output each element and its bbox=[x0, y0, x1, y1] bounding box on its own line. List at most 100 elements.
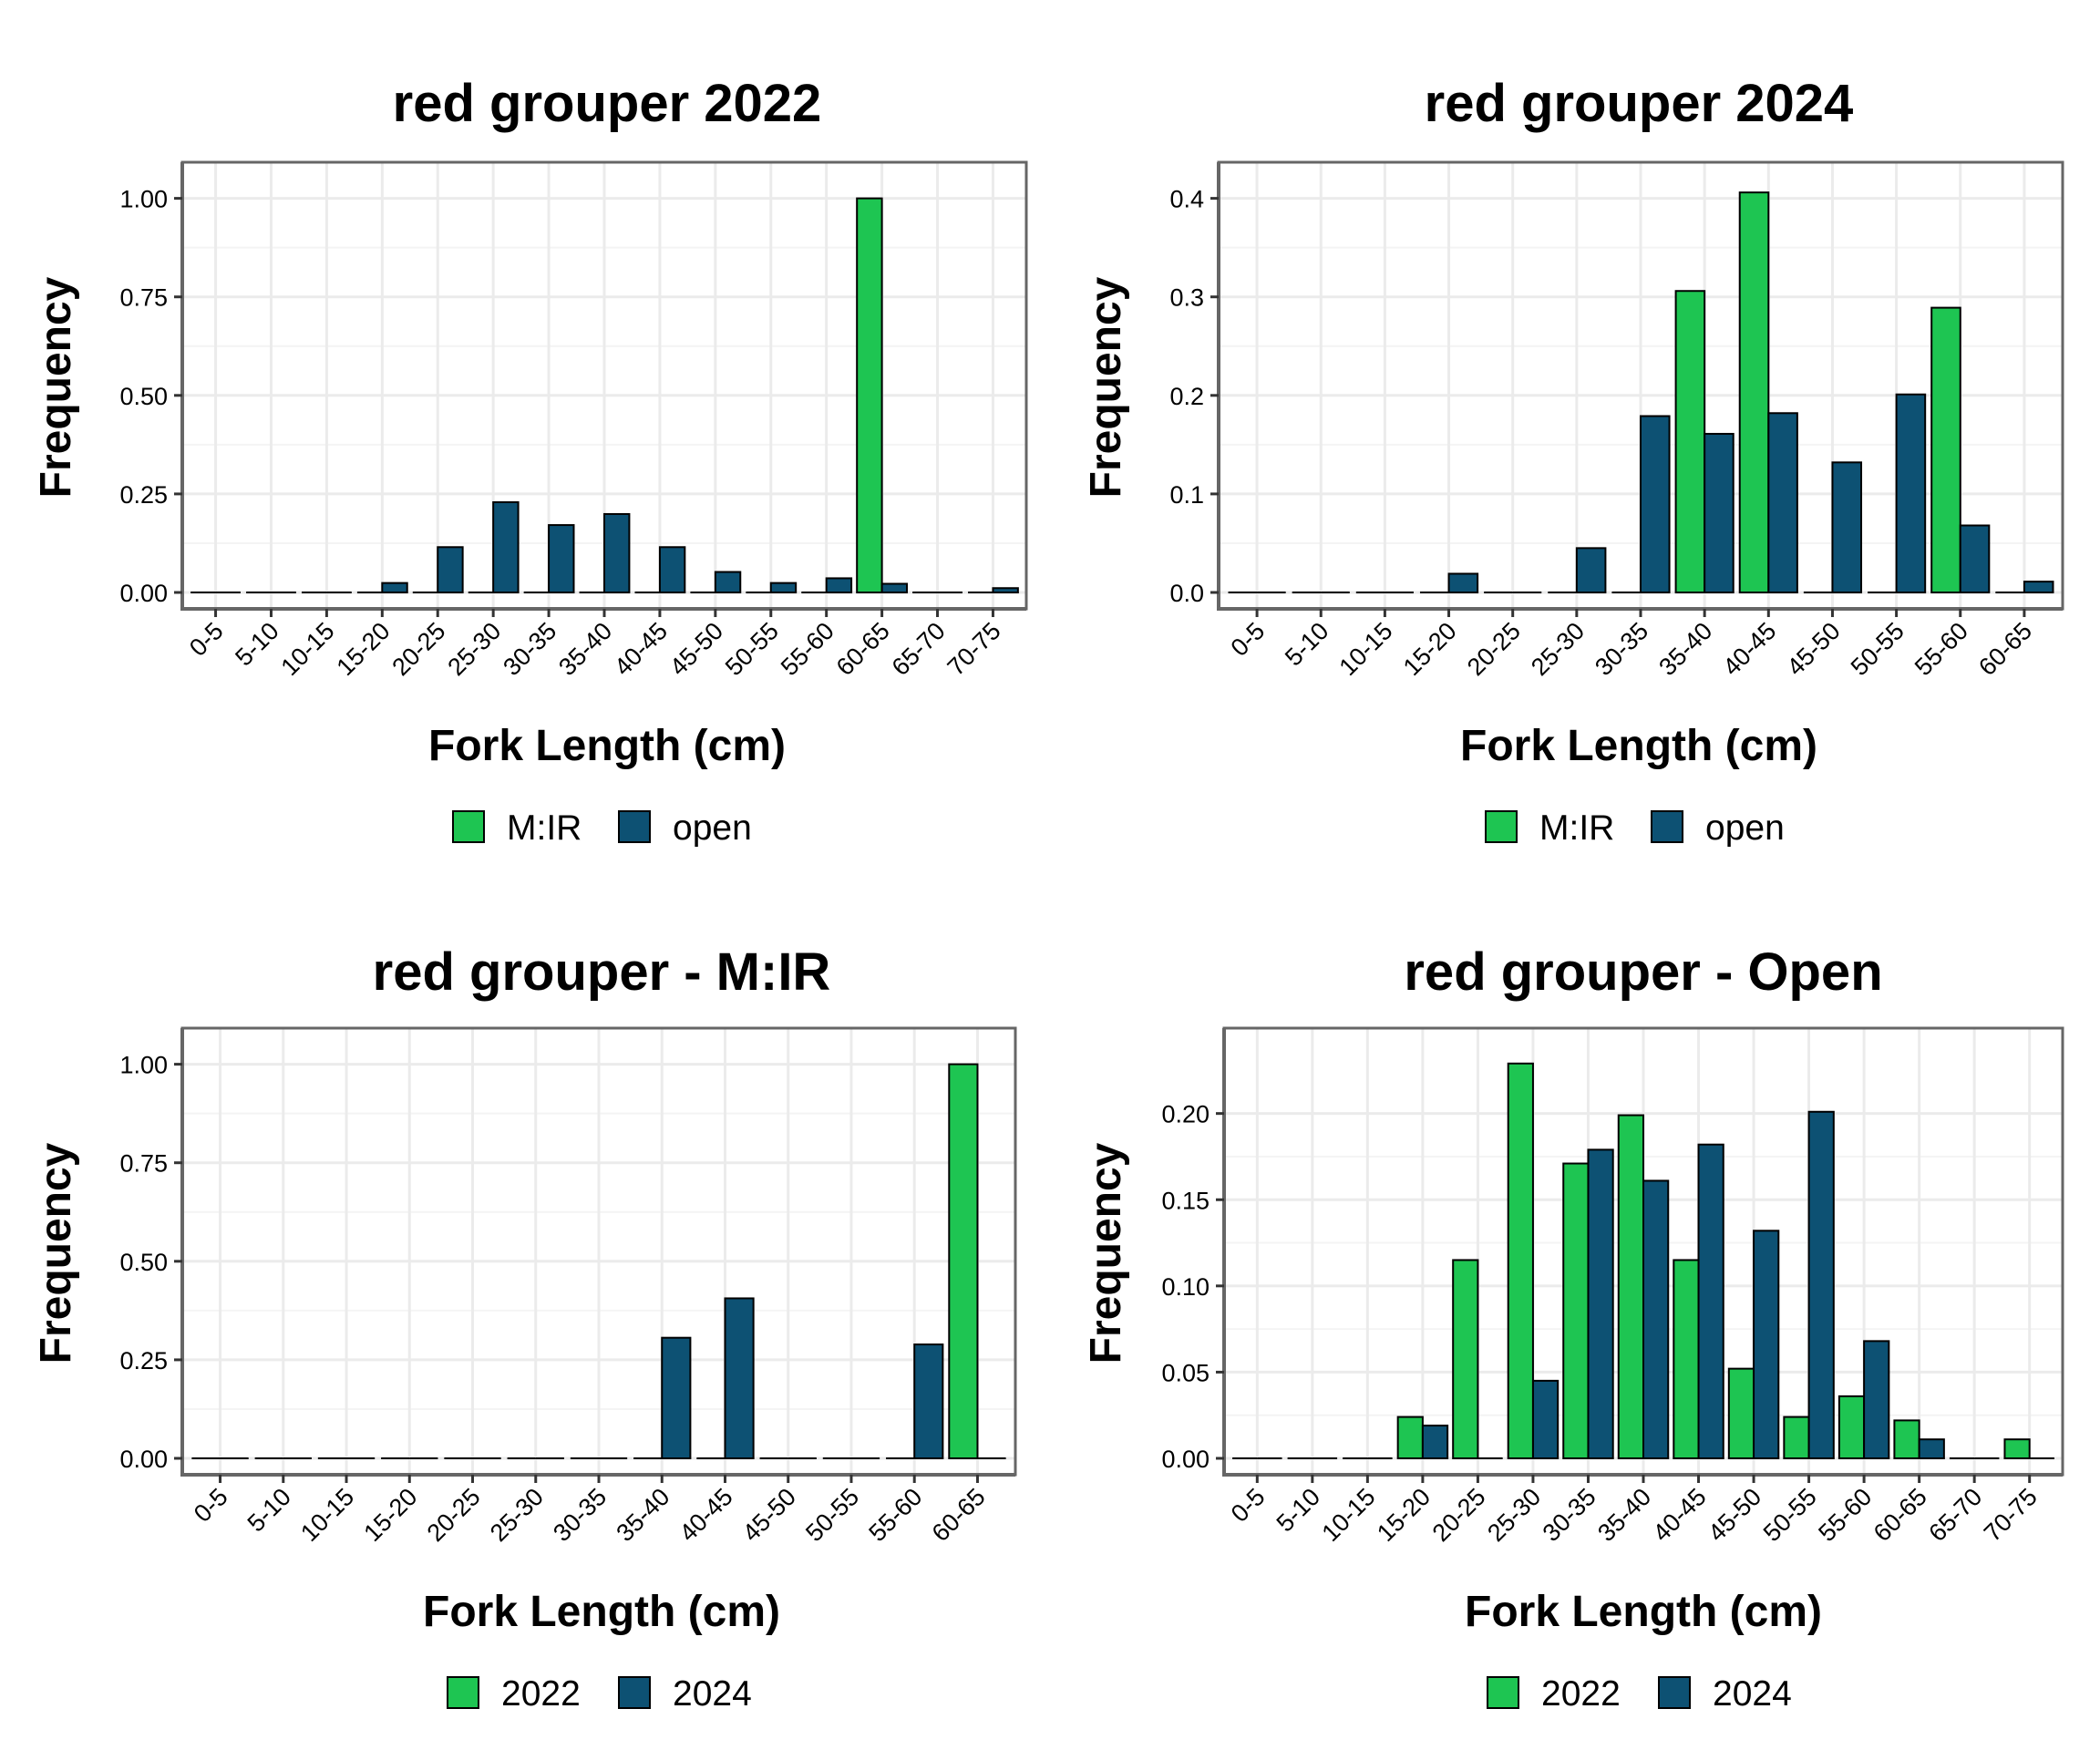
bar bbox=[1674, 290, 1706, 593]
bar bbox=[2003, 1438, 2031, 1459]
legend: 2022 2024 bbox=[447, 1674, 752, 1714]
y-tick-label: 0.10 bbox=[1161, 1273, 1210, 1301]
legend-key-1 bbox=[1651, 810, 1683, 843]
panel-title: red grouper - M:IR bbox=[373, 942, 831, 1002]
plot-area: 0.00.10.20.30.40-5 5-10 10-15 15-20 20-25 25-… bbox=[1169, 160, 2064, 681]
y-tick-label: 0.4 bbox=[1169, 186, 1204, 213]
y-tick-label: 0.20 bbox=[1161, 1101, 1210, 1128]
bar bbox=[1447, 572, 1479, 594]
bar bbox=[1396, 1415, 1424, 1459]
bar bbox=[1617, 1114, 1645, 1460]
y-tick-label: 0.05 bbox=[1161, 1359, 1210, 1386]
x-axis-title: Fork Length (cm) bbox=[1465, 1588, 1822, 1636]
legend-label-1: 2024 bbox=[1713, 1674, 1792, 1714]
bar bbox=[1783, 1415, 1810, 1459]
y-tick-label: 0.15 bbox=[1161, 1187, 1210, 1214]
y-tick-label: 0.50 bbox=[119, 1249, 168, 1276]
y-tick-label: 0.00 bbox=[119, 580, 168, 607]
bar bbox=[1807, 1110, 1835, 1460]
bar bbox=[1863, 1340, 1890, 1460]
bar bbox=[825, 577, 853, 593]
bar bbox=[1767, 412, 1798, 593]
y-tick-label: 0.3 bbox=[1169, 284, 1204, 312]
y-tick-label: 0.0 bbox=[1169, 580, 1204, 607]
y-tick-label: 0.1 bbox=[1169, 481, 1204, 509]
bar bbox=[1918, 1438, 1945, 1459]
y-tick-label: 0.00 bbox=[119, 1446, 168, 1473]
bar bbox=[1640, 415, 1671, 593]
legend-key-0 bbox=[1487, 1676, 1519, 1709]
legend-label-0: M:IR bbox=[1539, 808, 1614, 848]
bar bbox=[769, 582, 798, 594]
legend-label-0: 2022 bbox=[1541, 1674, 1621, 1714]
bar bbox=[381, 582, 408, 594]
legend-label-1: 2024 bbox=[673, 1674, 752, 1714]
bar bbox=[992, 587, 1019, 594]
bar bbox=[661, 1336, 692, 1459]
bar bbox=[948, 1063, 979, 1459]
y-axis-title: Frequency bbox=[32, 1142, 80, 1364]
y-axis-title: Frequency bbox=[1082, 276, 1130, 498]
bar bbox=[1838, 1395, 1866, 1460]
bar bbox=[1895, 393, 1927, 593]
legend-key-1 bbox=[618, 810, 651, 843]
bar bbox=[1959, 524, 1991, 593]
bar bbox=[714, 571, 742, 593]
bar bbox=[724, 1297, 755, 1460]
bar bbox=[1738, 191, 1770, 593]
legend-key-1 bbox=[1658, 1676, 1691, 1709]
bar bbox=[492, 500, 520, 593]
bar bbox=[856, 197, 883, 593]
bar bbox=[1930, 306, 1961, 593]
y-tick-label: 0.50 bbox=[119, 383, 168, 410]
bar bbox=[548, 524, 575, 594]
panel-title: red grouper - Open bbox=[1404, 942, 1882, 1002]
bar bbox=[1642, 1179, 1670, 1459]
x-axis-title: Fork Length (cm) bbox=[1460, 722, 1817, 770]
bar bbox=[1727, 1367, 1755, 1459]
bar bbox=[880, 582, 909, 593]
y-tick-label: 0.25 bbox=[119, 1347, 168, 1374]
legend: M:IR open bbox=[452, 808, 752, 848]
x-axis-title: Fork Length (cm) bbox=[423, 1588, 780, 1636]
bar bbox=[1753, 1230, 1780, 1460]
bar bbox=[1421, 1425, 1449, 1460]
y-tick-label: 0.00 bbox=[1161, 1446, 1210, 1473]
y-axis-title: Frequency bbox=[1082, 1142, 1130, 1364]
bar bbox=[1893, 1419, 1920, 1459]
y-tick-label: 1.00 bbox=[119, 1052, 168, 1079]
y-tick-label: 0.25 bbox=[119, 481, 168, 509]
legend-key-0 bbox=[452, 810, 485, 843]
bar bbox=[658, 546, 686, 593]
panel-red-grouper-mir: red grouper - M:IR Frequency Fork Length… bbox=[32, 942, 1017, 1714]
bar bbox=[1673, 1259, 1700, 1460]
panel-title: red grouper 2024 bbox=[1425, 74, 1854, 133]
panel-red-grouper-2024: red grouper 2024 Frequency Fork Length (… bbox=[1082, 74, 2064, 848]
legend-label-1: open bbox=[673, 808, 752, 848]
bar bbox=[1697, 1143, 1724, 1459]
bar bbox=[1562, 1162, 1590, 1460]
legend: M:IR open bbox=[1485, 808, 1785, 848]
panel-title: red grouper 2022 bbox=[393, 74, 822, 133]
bar bbox=[913, 1343, 944, 1459]
legend-key-0 bbox=[1485, 810, 1518, 843]
bar bbox=[1531, 1379, 1560, 1459]
legend-key-1 bbox=[618, 1676, 651, 1709]
legend-label-1: open bbox=[1705, 808, 1785, 848]
x-axis-title: Fork Length (cm) bbox=[428, 722, 786, 770]
y-tick-label: 0.75 bbox=[119, 1150, 168, 1178]
y-tick-label: 0.75 bbox=[119, 284, 168, 312]
bar bbox=[1575, 547, 1607, 593]
bar bbox=[1831, 461, 1863, 594]
plot-area: 0.000.050.100.150.200-5 5-1010-1515-2020-… bbox=[1161, 1026, 2064, 1547]
y-axis-title: Frequency bbox=[32, 276, 80, 498]
bar bbox=[1507, 1062, 1534, 1460]
y-tick-label: 0.2 bbox=[1169, 383, 1204, 410]
legend-label-0: M:IR bbox=[507, 808, 582, 848]
bar bbox=[603, 512, 631, 593]
bar bbox=[1704, 432, 1735, 594]
bar bbox=[437, 546, 464, 593]
